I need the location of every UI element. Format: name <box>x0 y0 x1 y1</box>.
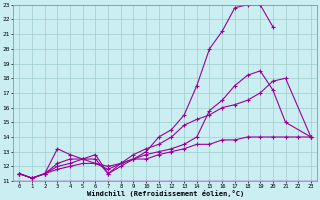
X-axis label: Windchill (Refroidissement éolien,°C): Windchill (Refroidissement éolien,°C) <box>86 190 244 197</box>
